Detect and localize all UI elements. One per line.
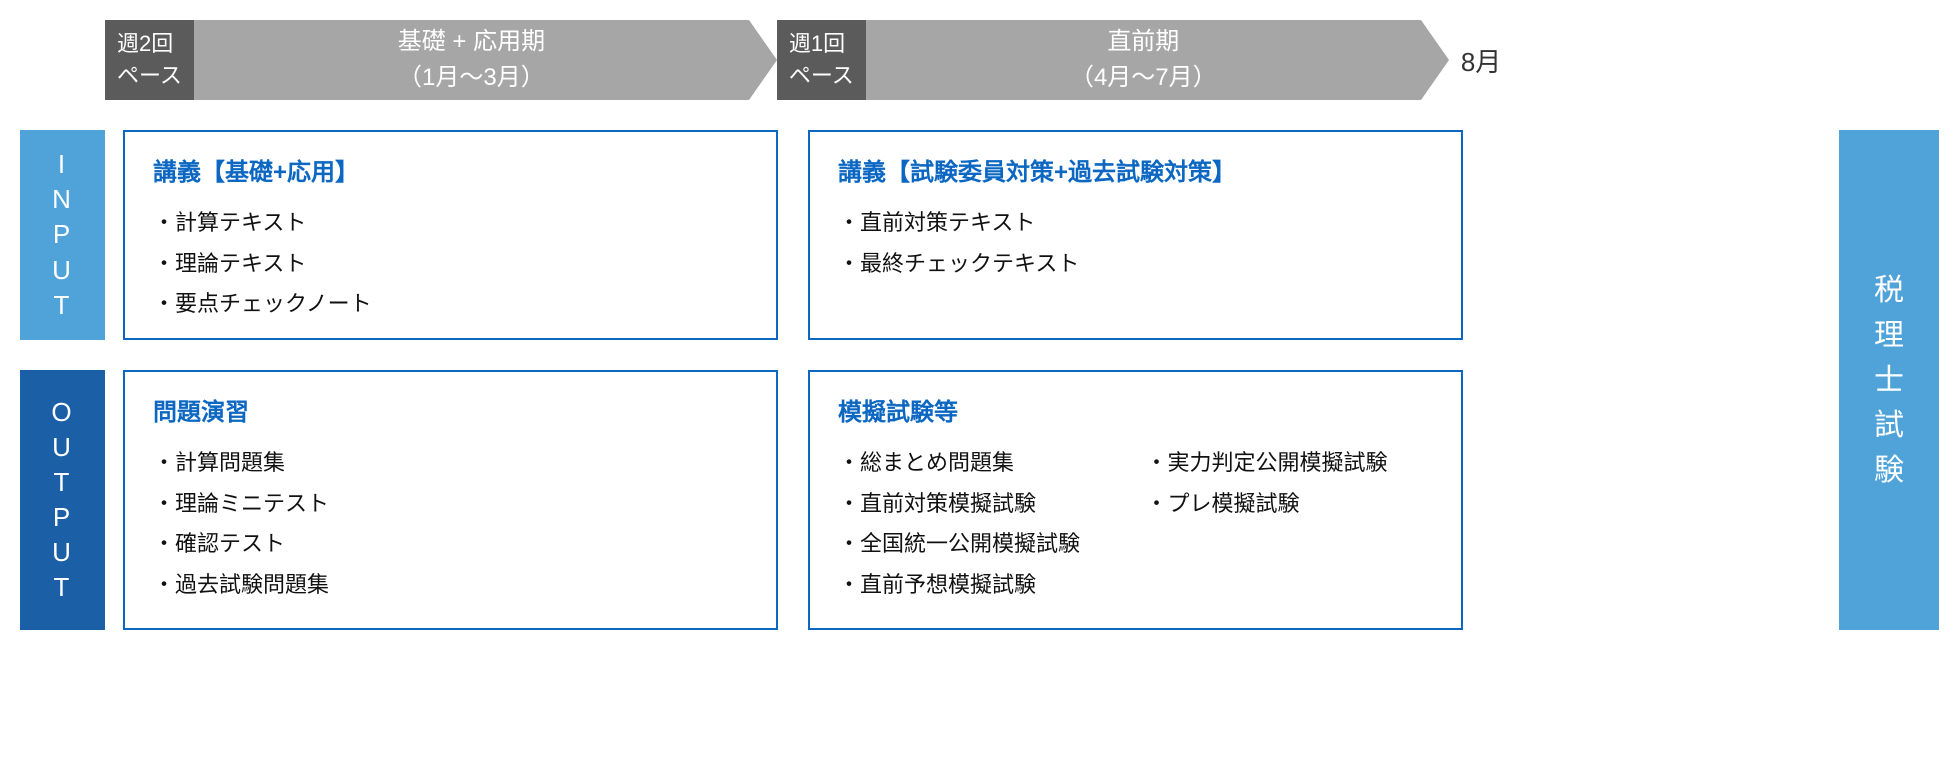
side-label-letter: U [52,535,73,570]
cell-title: 問題演習 [153,392,748,427]
phase2-arrow-body: 直前期 （4月～7月） [866,20,1421,100]
side-label-letter: U [52,430,73,465]
list-item: ・計算問題集 [153,443,748,484]
side-label-input: INPUT [20,130,105,340]
phase2-label: 直前期 （4月～7月） [866,24,1421,96]
list-item: ・計算テキスト [153,203,748,244]
side-label-letter: T [54,570,72,605]
list-item: ・直前対策テキスト [838,203,1433,244]
phase2-title-line2: （4月～7月） [866,60,1421,96]
cell-items: ・計算テキスト・理論テキスト・要点チェックノート [153,203,748,325]
phase2-arrow: 週1回 ペース 直前期 （4月～7月） [777,20,1449,100]
list-item: ・全国統一公開模擬試験 [838,524,1126,565]
side-label-letter: P [53,217,72,252]
timeline-row: 週2回 ペース 基礎 + 応用期 （1月～3月） 週1回 ペース 直前期 （4月… [105,20,1939,100]
list-item: ・最終チェックテキスト [838,244,1433,285]
side-label-letter: T [54,288,72,323]
phase1-title-line1: 基礎 + 応用期 [194,24,749,60]
cell-title: 講義【試験委員対策+過去試験対策】 [838,152,1433,187]
cell-items: ・総まとめ問題集・直前対策模擬試験・全国統一公開模擬試験・直前予想模擬試験 ・実… [838,443,1433,606]
side-label-letter: N [52,182,73,217]
side-label-letter: P [53,500,72,535]
schedule-diagram: 週2回 ペース 基礎 + 応用期 （1月～3月） 週1回 ペース 直前期 （4月… [20,20,1939,630]
cell-items-col1: ・総まとめ問題集・直前対策模擬試験・全国統一公開模擬試験・直前予想模擬試験 [838,443,1126,606]
cell-items: ・計算問題集・理論ミニテスト・確認テスト・過去試験問題集 [153,443,748,606]
exam-label-letter: 試 [1874,403,1904,448]
list-item: ・要点チェックノート [153,284,748,325]
cell-output-phase1: 問題演習 ・計算問題集・理論ミニテスト・確認テスト・過去試験問題集 [123,370,778,630]
exam-box: 税理士試験 [1839,130,1939,630]
side-label-output: OUTPUT [20,370,105,630]
exam-label-letter: 士 [1874,358,1904,403]
list-item: ・確認テスト [153,524,748,565]
end-month-label: 8月 [1449,20,1513,100]
list-item: ・理論ミニテスト [153,484,748,525]
exam-label-letter: 税 [1874,268,1904,313]
list-item: ・実力判定公開模擬試験 [1146,443,1434,484]
side-label-letter: I [58,147,67,182]
cell-items-col2: ・実力判定公開模擬試験・プレ模擬試験 [1146,443,1434,606]
cell-input-phase2: 講義【試験委員対策+過去試験対策】 ・直前対策テキスト・最終チェックテキスト [808,130,1463,340]
exam-label-letter: 理 [1874,313,1904,358]
side-label-letter: O [51,395,73,430]
phase1-arrow: 週2回 ペース 基礎 + 応用期 （1月～3月） [105,20,777,100]
list-item: ・直前予想模擬試験 [838,565,1126,606]
phase1-title-line2: （1月～3月） [194,60,749,96]
cell-output-phase2: 模擬試験等 ・総まとめ問題集・直前対策模擬試験・全国統一公開模擬試験・直前予想模… [808,370,1463,630]
cell-title: 模擬試験等 [838,392,1433,427]
phase2-pace-box: 週1回 ペース [777,20,866,100]
list-item: ・総まとめ問題集 [838,443,1126,484]
list-item: ・理論テキスト [153,244,748,285]
content-grid: INPUT OUTPUT 講義【基礎+応用】 ・計算テキスト・理論テキスト・要点… [20,130,1939,630]
exam-label-letter: 験 [1874,448,1904,493]
cell-items: ・直前対策テキスト・最終チェックテキスト [838,203,1433,284]
main-cells: 講義【基礎+応用】 ・計算テキスト・理論テキスト・要点チェックノート 講義【試験… [123,130,1821,630]
cell-input-phase1: 講義【基礎+応用】 ・計算テキスト・理論テキスト・要点チェックノート [123,130,778,340]
phase2-arrow-head [1421,20,1449,100]
cell-title: 講義【基礎+応用】 [153,152,748,187]
side-label-letter: T [54,465,72,500]
phase2-title-line1: 直前期 [866,24,1421,60]
phase1-label: 基礎 + 応用期 （1月～3月） [194,24,749,96]
phase1-pace-box: 週2回 ペース [105,20,194,100]
list-item: ・プレ模擬試験 [1146,484,1434,525]
list-item: ・直前対策模擬試験 [838,484,1126,525]
list-item: ・過去試験問題集 [153,565,748,606]
phase1-arrow-body: 基礎 + 応用期 （1月～3月） [194,20,749,100]
side-label-letter: U [52,253,73,288]
side-labels: INPUT OUTPUT [20,130,105,630]
phase1-arrow-head [749,20,777,100]
